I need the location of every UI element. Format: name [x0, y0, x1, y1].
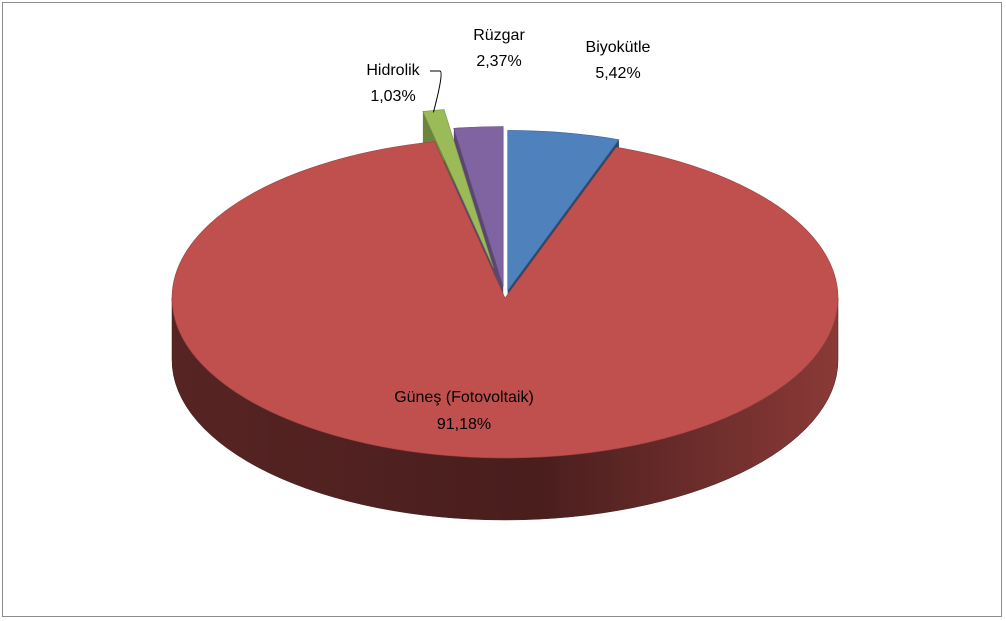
leader-line-hidrolik	[430, 70, 442, 113]
label-gunes-value: 91,18%	[437, 416, 491, 433]
pie-top-layer	[171, 109, 839, 459]
slice-biyokutle	[507, 130, 620, 292]
slice-ruzgar	[453, 126, 504, 287]
label-hidrolik-value: 1,03%	[370, 88, 415, 105]
slice-hidrolik	[422, 109, 494, 268]
slice-gunes	[171, 141, 839, 459]
label-biyokutle-value: 5,42%	[595, 65, 640, 82]
label-hidrolik-name: Hidrolik	[366, 62, 420, 79]
label-gunes-name: Güneş (Fotovoltaik)	[394, 389, 534, 406]
leader-lines	[430, 70, 442, 113]
label-biyokutle-name: Biyokütle	[586, 39, 651, 56]
label-ruzgar-value: 2,37%	[476, 53, 521, 70]
label-ruzgar-name: Rüzgar	[473, 27, 525, 44]
